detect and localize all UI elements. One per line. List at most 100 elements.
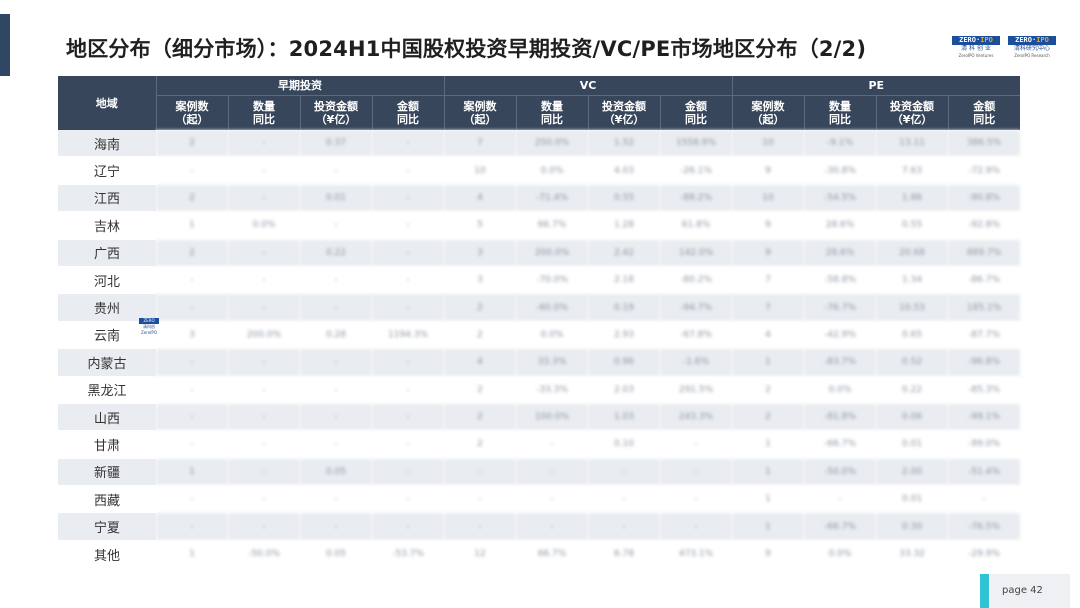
value-cell: 0.10	[588, 430, 660, 459]
value-cell: 473.1%	[660, 540, 733, 569]
value-cell: 3	[156, 321, 228, 350]
value-cell: 386.5%	[948, 130, 1021, 158]
value-cell: 2	[444, 293, 516, 322]
value-cell: -99.1%	[948, 403, 1021, 432]
value-cell: 9	[732, 540, 805, 569]
value-cell: 2	[444, 403, 516, 432]
value-cell: 10.53	[876, 293, 949, 322]
value-cell: 4.03	[588, 156, 660, 185]
value-cell: -	[300, 266, 372, 295]
value-cell: 1.03	[588, 403, 660, 432]
value-cell: -	[300, 485, 372, 514]
value-cell: -	[444, 458, 516, 487]
zeroipo-research-logo: ZERO·IPO 清科研究中心 ZeroIPO Research	[1008, 36, 1056, 64]
value-cell: -	[372, 512, 444, 541]
group-header-early: 早期投资	[155, 76, 444, 96]
value-cell: 200.0%	[516, 239, 588, 267]
value-cell: -	[516, 512, 588, 541]
value-cell: -	[300, 211, 372, 240]
value-cell: -85.3%	[948, 376, 1021, 404]
value-cell: 185.1%	[948, 293, 1021, 322]
value-cell: 3	[444, 239, 516, 267]
value-cell: 2	[444, 430, 516, 459]
value-cell: 20.68	[876, 239, 949, 267]
value-cell: -	[228, 293, 300, 322]
value-cell: 2.93	[588, 321, 660, 350]
value-cell: -	[156, 512, 228, 541]
value-cell: 7	[732, 293, 805, 322]
value-cell: 291.5%	[660, 376, 733, 404]
value-cell: 9	[732, 156, 805, 185]
value-cell: -	[372, 239, 444, 267]
value-cell: 0.0%	[516, 156, 588, 185]
value-cell: -	[228, 403, 300, 432]
page-number: page 42	[990, 574, 1070, 608]
value-cell: 33.3%	[516, 348, 588, 377]
value-cell: -71.4%	[516, 184, 588, 213]
region-cell: 山西	[58, 403, 156, 432]
value-cell: 142.0%	[660, 239, 733, 267]
value-cell: -50.0%	[228, 540, 300, 569]
value-cell: 7	[732, 266, 805, 295]
region-cell: 黑龙江	[58, 376, 156, 404]
value-cell: 1	[732, 512, 805, 541]
value-cell: -	[372, 184, 444, 213]
value-cell: 1	[156, 458, 228, 487]
value-cell: 7	[444, 130, 516, 158]
region-cell: 甘肃	[58, 430, 156, 459]
zeroipo-ventures-logo: ZERO·IPO 清 科 创 业 ZeroIPO Ventures	[952, 36, 1000, 64]
table-row: 黑龙江 - - - -2 -33.3% 2.03 291.5% 2 0.0% 0.22 -85.3%	[58, 376, 1021, 404]
value-cell: -	[300, 156, 372, 185]
value-cell: -	[228, 156, 300, 185]
value-cell: 0.30	[876, 512, 949, 541]
value-cell: 0.01	[876, 430, 949, 459]
value-cell: 61.8%	[660, 211, 733, 240]
value-cell: 0.05	[300, 540, 372, 569]
value-cell: 2	[156, 130, 228, 158]
value-cell: -50.0%	[804, 458, 877, 487]
value-cell: -9.1%	[804, 130, 877, 158]
value-cell: 1558.9%	[660, 130, 733, 158]
table-row: 海南 2-0.37-7 250.0% 1.52 1558.9% 10 -9.1% 13.11 3…	[58, 130, 1021, 158]
value-cell: -	[444, 485, 516, 514]
value-cell: -	[156, 266, 228, 295]
region-cell: 江西	[58, 184, 156, 213]
value-cell: -54.5%	[804, 184, 877, 213]
value-cell: 66.7%	[516, 211, 588, 240]
table-row: 山西 - - - -2 100.0% 1.03 243.3% 2 -81.8% 0.06 -99.1%	[58, 403, 1021, 432]
subheader-vc-count-yoy: 数量 同比	[515, 95, 588, 130]
value-cell: -	[516, 458, 588, 487]
value-cell: -66.7%	[804, 430, 877, 459]
value-cell: 2	[732, 376, 805, 404]
value-cell: 1	[732, 485, 805, 514]
value-cell: 1.86	[876, 184, 949, 213]
value-cell: -86.7%	[948, 266, 1021, 295]
region-cell: 海南	[58, 130, 156, 158]
value-cell: 28.6%	[804, 211, 877, 240]
subheader-early-count-yoy: 数量 同比	[227, 95, 300, 130]
value-cell: 1	[156, 540, 228, 569]
value-cell: 4	[732, 321, 805, 350]
subheader-vc-amount: 投资金额 （¥亿）	[587, 95, 660, 130]
value-cell: -76.5%	[948, 512, 1021, 541]
value-cell: 0.01	[300, 184, 372, 213]
value-cell: -	[660, 430, 733, 459]
region-cell: 内蒙古	[58, 348, 156, 377]
value-cell: 0.55	[876, 211, 949, 240]
value-cell: 100.0%	[516, 403, 588, 432]
value-cell: -67.8%	[660, 321, 733, 350]
subheader-pe-amount: 投资金额 （¥亿）	[875, 95, 949, 130]
value-cell: 0.06	[876, 403, 949, 432]
value-cell: 13.11	[876, 130, 949, 158]
value-cell: 0.65	[876, 321, 949, 350]
value-cell: -	[228, 184, 300, 213]
value-cell: -60.0%	[516, 293, 588, 322]
value-cell: -26.1%	[660, 156, 733, 185]
value-cell: -	[516, 485, 588, 514]
value-cell: -	[372, 130, 444, 158]
subheader-early-amount: 投资金额 （¥亿）	[299, 95, 372, 130]
value-cell: 6.78	[588, 540, 660, 569]
region-cell: 辽宁	[58, 156, 156, 185]
subheader-early-cases: 案例数 （起）	[155, 95, 228, 130]
value-cell: 5	[444, 211, 516, 240]
